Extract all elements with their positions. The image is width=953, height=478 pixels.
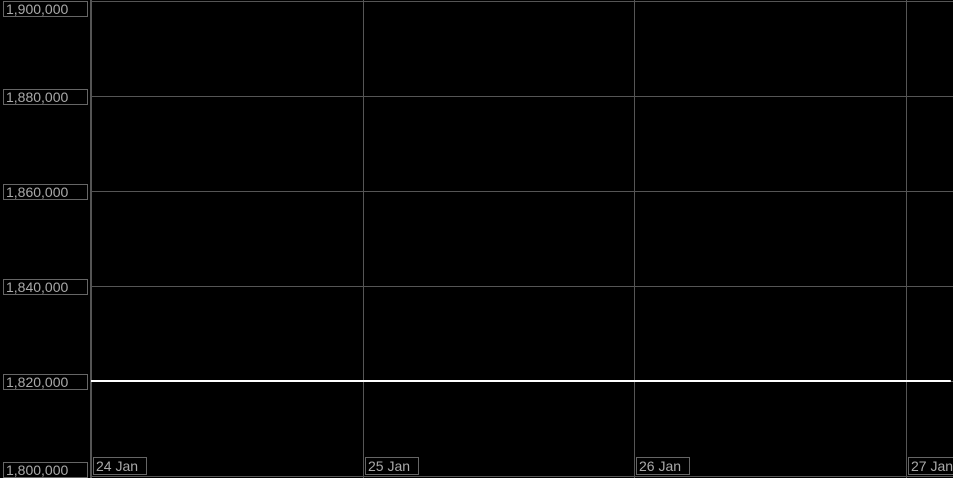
x-tick-label: 25 Jan: [368, 458, 410, 474]
y-tick-label: 1,820,000: [6, 374, 68, 390]
x-tick-label: 24 Jan: [96, 458, 138, 474]
x-tick-label-box: [636, 457, 690, 475]
y-tick-label-box: [3, 1, 88, 17]
y-tick-label-box: [3, 279, 88, 295]
y-tick-label: 1,900,000: [6, 1, 68, 17]
x-tick-label-box: [365, 457, 419, 475]
y-tick-label: 1,800,000: [6, 462, 68, 478]
y-tick-label: 1,880,000: [6, 89, 68, 105]
x-tick-label: 27 Jan: [911, 458, 953, 474]
y-tick-label-box: [3, 89, 88, 105]
y-tick-label-box: [3, 374, 88, 390]
y-tick-label-box: [3, 184, 88, 200]
y-tick-label: 1,860,000: [6, 184, 68, 200]
x-tick-label: 26 Jan: [639, 458, 681, 474]
x-tick-label-box: [93, 457, 147, 475]
x-tick-label-box: [908, 457, 953, 475]
y-tick-label: 1,840,000: [6, 279, 68, 295]
